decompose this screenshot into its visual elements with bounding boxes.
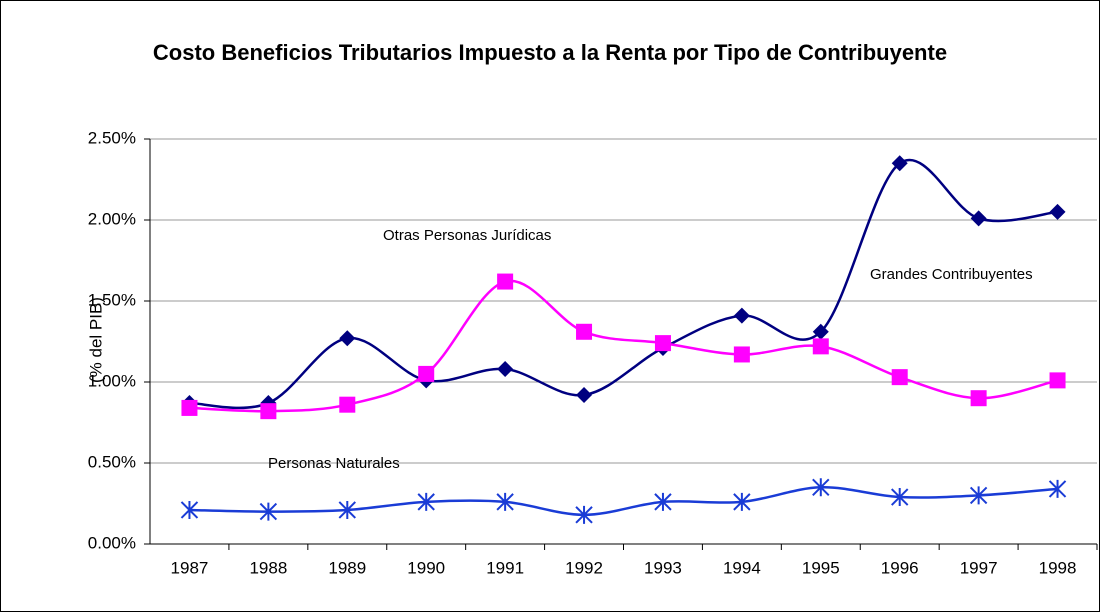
x-tick-label: 1991 xyxy=(486,558,524,577)
x-tick-label: 1988 xyxy=(249,558,287,577)
point xyxy=(812,478,830,497)
point xyxy=(891,488,909,507)
y-tick-label: 2.50% xyxy=(88,128,136,147)
x-tick-label: 1989 xyxy=(328,558,366,577)
point xyxy=(1049,372,1066,389)
point xyxy=(497,273,514,290)
y-tick-label: 1.50% xyxy=(88,290,136,309)
series-label: Personas Naturales xyxy=(268,455,400,472)
point xyxy=(969,486,988,505)
point xyxy=(339,396,356,413)
point xyxy=(418,365,435,382)
point xyxy=(338,500,356,519)
point xyxy=(733,492,751,511)
series-label: Grandes Contribuyentes xyxy=(870,266,1033,283)
point xyxy=(496,492,514,511)
point xyxy=(654,492,672,511)
y-tick-label: 2.00% xyxy=(88,209,136,228)
series-label: Otras Personas Jurídicas xyxy=(383,227,551,244)
x-tick-label: 1995 xyxy=(802,558,840,577)
x-tick-label: 1987 xyxy=(171,558,209,577)
point xyxy=(812,323,829,340)
point xyxy=(812,338,829,355)
y-tick-label: 0.50% xyxy=(88,452,136,471)
point xyxy=(733,307,750,324)
point xyxy=(891,369,908,386)
point xyxy=(575,505,593,524)
y-tick-label: 0.00% xyxy=(88,533,136,552)
point xyxy=(260,403,277,420)
x-tick-label: 1990 xyxy=(407,558,445,577)
series-line xyxy=(189,486,1058,517)
point xyxy=(1049,203,1066,220)
point xyxy=(733,346,750,363)
point xyxy=(497,361,514,378)
point xyxy=(970,390,987,407)
point xyxy=(181,399,198,416)
x-tick-label: 1993 xyxy=(644,558,682,577)
point xyxy=(576,323,593,340)
point xyxy=(180,500,199,519)
point xyxy=(654,335,671,352)
point xyxy=(970,210,987,227)
point xyxy=(339,330,356,347)
point xyxy=(417,492,435,511)
y-axis-label: (% del PIB) xyxy=(86,297,105,383)
x-tick-label: 1997 xyxy=(960,558,998,577)
chart-title: Costo Beneficios Tributarios Impuesto a … xyxy=(152,40,948,65)
point xyxy=(259,502,278,521)
y-tick-label: 1.00% xyxy=(88,371,136,390)
point xyxy=(1048,479,1067,498)
point xyxy=(891,155,908,172)
x-tick-label: 1994 xyxy=(723,558,761,577)
x-tick-label: 1998 xyxy=(1039,558,1077,577)
x-tick-label: 1996 xyxy=(881,558,919,577)
x-tick-label: 1992 xyxy=(565,558,603,577)
point xyxy=(576,386,593,403)
